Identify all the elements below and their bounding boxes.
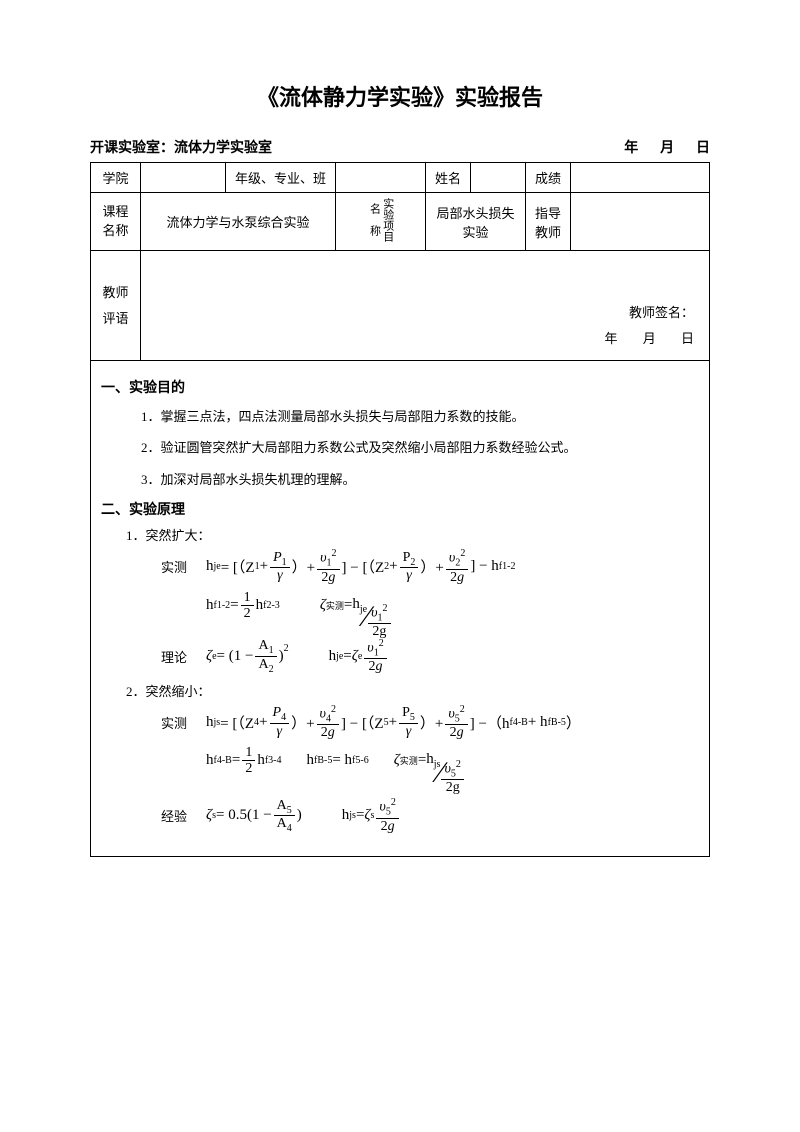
report-body: 一、实验目的 1．掌握三点法，四点法测量局部水头损失与局部阻力系数的技能。 2．… — [90, 361, 710, 857]
purpose-3: 3．加深对局部水头损失机理的理解。 — [141, 468, 699, 491]
formula-hf12: hf1-2 = 12 hf2-3 ζ实测 = hje ∕ υ122g — [161, 587, 699, 624]
course-value: 流体力学与水泵综合实验 — [141, 193, 336, 251]
header-date: 年 月 日 — [606, 137, 710, 157]
sig-date: 年 月 日 — [582, 326, 694, 352]
name-value[interactable] — [471, 163, 526, 193]
teacher-value[interactable] — [571, 193, 710, 251]
grade-label: 年级、专业、班 — [226, 163, 336, 193]
sub-1: 1．突然扩大： — [126, 525, 699, 544]
purpose-2: 2．验证圆管突然扩大局部阻力系数公式及突然缩小局部阻力系数经验公式。 — [141, 436, 699, 459]
sub-2: 2．突然缩小： — [126, 681, 699, 700]
score-value[interactable] — [571, 163, 710, 193]
comment-area[interactable]: 教师签名： 年 月 日 — [141, 251, 710, 361]
header-row: 开课实验室：流体力学实验室 年 月 日 — [90, 137, 710, 157]
page-title: 《流体静力学实验》实验报告 — [90, 80, 710, 112]
college-label: 学院 — [91, 163, 141, 193]
teacher-label: 指导教师 — [526, 193, 571, 251]
course-label: 课程名称 — [91, 193, 141, 251]
project-label: 实验项目名 称 — [336, 193, 426, 251]
purpose-1: 1．掌握三点法，四点法测量局部水头损失与局部阻力系数的技能。 — [141, 405, 699, 428]
formula-hje: 实测 hje = [（Z1 + P1γ）+ υ122g ] − [（Z2 + P… — [161, 548, 699, 585]
formula-zeta-s: 经验 ζs = 0.5(1 − A5A4 ) hjs = ζs υ522g — [161, 797, 699, 834]
formula-hf4b: hf4-B = 12 hf3-4 hfB-5 = hf5-6 ζ实测 = hjs… — [161, 743, 699, 780]
lab-label: 开课实验室：流体力学实验室 — [90, 137, 272, 157]
grade-value[interactable] — [336, 163, 426, 193]
name-label: 姓名 — [426, 163, 471, 193]
project-value: 局部水头损失实验 — [426, 193, 526, 251]
score-label: 成绩 — [526, 163, 571, 193]
comment-label: 教师评语 — [91, 251, 141, 361]
college-value[interactable] — [141, 163, 226, 193]
formula-zeta-e: 理论 ζe = (1 − A1A2 )2 hje = ζe υ122g — [161, 638, 699, 675]
section-1-title: 一、实验目的 — [101, 377, 699, 397]
info-table: 学院 年级、专业、班 姓名 成绩 课程名称 流体力学与水泵综合实验 实验项目名 … — [90, 162, 710, 361]
section-2-title: 二、实验原理 — [101, 499, 699, 519]
signature-block: 教师签名： 年 月 日 — [582, 300, 694, 352]
formula-hjs: 实测 hjs = [（Z4 + P4γ）+ υ422g ] − [（Z5 + P… — [161, 704, 699, 741]
sig-label: 教师签名： — [582, 300, 694, 326]
